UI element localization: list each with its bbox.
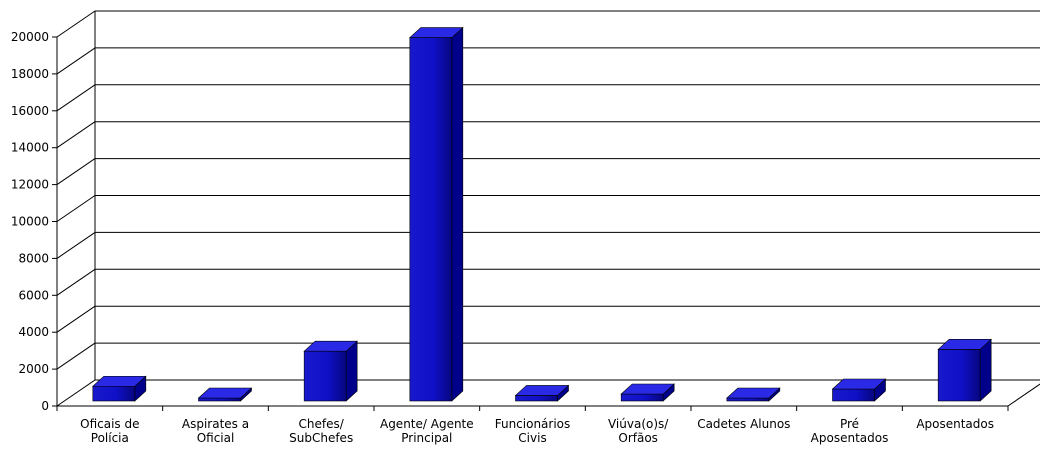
bar-side [451,26,464,402]
gridline-diagonal [56,342,96,370]
gridline-diagonal [56,158,96,186]
bar-top [197,387,253,399]
gridline-diagonal [56,305,96,333]
bar-top [831,378,887,390]
bar-8 [937,338,992,402]
bar [937,349,981,402]
bar [303,350,347,402]
gridline-diagonal [56,268,96,296]
x-category-label: Pré Aposentados [811,417,889,445]
y-tick-label: 20000 [11,30,49,44]
bar [832,388,875,402]
y-tick-label: 18000 [11,67,49,81]
x-axis-category-labels: Oficais de Polícia Aspirates a Oficial Chefe… [80,417,994,445]
x-category-label: Aposentados [916,417,994,431]
x-category-label: Chefes/SubChefes [289,417,353,445]
bar-side [345,340,358,402]
y-axis-tick-labels: 0 2000 4000 6000 8000 10000 12000 14000 16000 180… [11,30,49,413]
bar-0 [92,375,147,402]
bar [726,397,770,402]
bar-7 [831,378,887,402]
y-tick-label: 12000 [11,178,49,192]
bar-1 [197,387,253,402]
bar-6 [726,387,781,402]
y-tick-label: 10000 [11,215,49,229]
x-category-label: Agente/ Agente Principal [380,417,474,445]
x-category-label: Funcionários Civis [495,417,571,445]
bar-top [620,383,675,395]
y-tick-label: 16000 [11,104,49,118]
gridline-diagonal [56,121,96,149]
gridline-diagonal [56,379,96,407]
x-category-label: Aspirates a Oficial [182,417,249,445]
gridlines [56,10,1040,407]
y-tick-label: 4000 [18,325,49,339]
gridline-diagonal [56,231,96,259]
bars [92,26,992,402]
y-tick-label: 2000 [18,362,49,376]
axes [52,11,1040,411]
bar-4 [514,384,570,402]
bar [409,37,453,402]
x-category-label: Cadetes Alunos [697,417,790,431]
gridline-diagonal [56,47,96,75]
bar-top [937,339,992,350]
y-tick-label: 8000 [18,251,49,265]
bar [620,393,664,402]
bar-side [979,338,992,402]
x-category-label: Viúva(o)s/Orfãos [608,417,669,445]
bar-3 [409,26,464,402]
floor-right-edge [1007,383,1040,407]
bar-top [409,27,464,38]
bar [515,395,558,402]
bar [92,385,136,402]
bar-5 [620,383,675,402]
y-tick-label: 0 [41,399,49,413]
bar-top [726,387,781,399]
gridline-diagonal [56,10,96,38]
bar-top [514,385,570,396]
gridline-diagonal [56,195,96,222]
bar-top [303,340,358,352]
y-tick-label: 14000 [11,141,49,155]
y-tick-label: 6000 [18,288,49,302]
x-category-label: Oficais de Polícia [80,417,139,445]
bar-2 [303,340,358,402]
bar [198,397,241,402]
gridline-diagonal [56,84,96,112]
bar-top [92,375,147,387]
